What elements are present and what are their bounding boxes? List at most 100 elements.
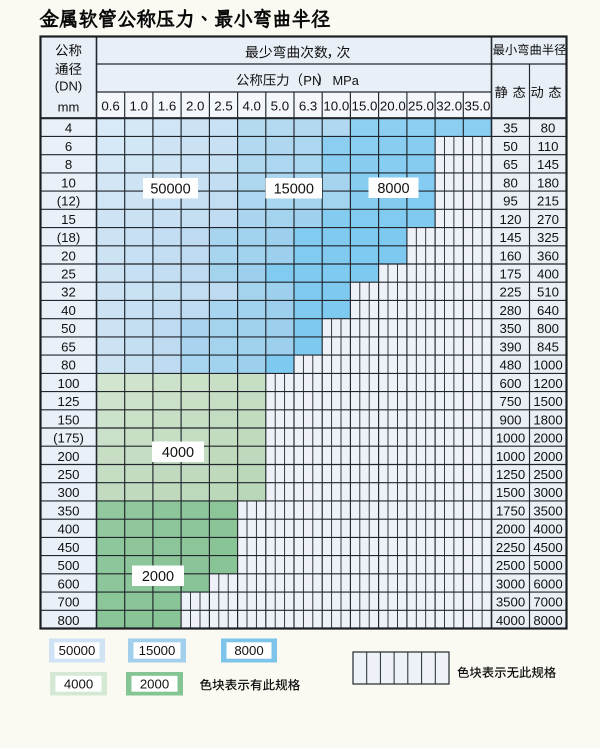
svg-text:50: 50 <box>503 139 518 154</box>
svg-text:1250: 1250 <box>496 467 525 482</box>
svg-text:640: 640 <box>537 303 559 318</box>
svg-text:800: 800 <box>57 613 79 628</box>
svg-text:145: 145 <box>499 230 521 245</box>
svg-text:25.0: 25.0 <box>408 99 434 114</box>
svg-text:20: 20 <box>61 248 76 263</box>
svg-text:2000: 2000 <box>142 569 174 585</box>
svg-text:2250: 2250 <box>496 540 525 555</box>
svg-text:15: 15 <box>61 212 76 227</box>
svg-text:25: 25 <box>61 267 76 282</box>
svg-text:(175): (175) <box>53 431 84 446</box>
svg-text:65: 65 <box>61 339 76 354</box>
svg-text:250: 250 <box>57 467 79 482</box>
svg-text:1.0: 1.0 <box>130 99 149 114</box>
svg-text:65: 65 <box>503 157 518 172</box>
svg-text:225: 225 <box>499 285 521 300</box>
svg-text:1000: 1000 <box>496 431 525 446</box>
svg-text:900: 900 <box>499 412 521 427</box>
svg-text:2000: 2000 <box>496 522 525 537</box>
svg-text:160: 160 <box>499 248 521 263</box>
svg-text:5.0: 5.0 <box>271 99 290 114</box>
svg-text:180: 180 <box>537 175 559 190</box>
svg-text:110: 110 <box>537 139 558 154</box>
svg-text:325: 325 <box>537 230 559 245</box>
svg-text:(18): (18) <box>57 230 80 245</box>
svg-text:50000: 50000 <box>59 643 96 658</box>
svg-text:350: 350 <box>57 503 79 518</box>
svg-text:4000: 4000 <box>533 522 562 537</box>
svg-text:(12): (12) <box>57 194 80 209</box>
svg-text:8000: 8000 <box>533 613 562 628</box>
svg-text:500: 500 <box>57 558 79 573</box>
svg-text:200: 200 <box>57 449 79 464</box>
svg-text:215: 215 <box>537 194 559 209</box>
svg-text:2000: 2000 <box>533 431 562 446</box>
svg-text:390: 390 <box>499 339 521 354</box>
svg-text:3500: 3500 <box>533 503 562 518</box>
svg-text:20.0: 20.0 <box>380 99 406 114</box>
svg-text:4000: 4000 <box>496 613 525 628</box>
svg-text:2500: 2500 <box>496 558 525 573</box>
svg-text:35.0: 35.0 <box>464 99 490 114</box>
svg-text:4000: 4000 <box>64 677 93 692</box>
svg-text:270: 270 <box>537 212 559 227</box>
svg-text:MPa: MPa <box>333 73 360 88</box>
svg-text:4000: 4000 <box>162 445 194 461</box>
svg-text:4: 4 <box>65 121 72 136</box>
svg-text:6: 6 <box>65 139 72 154</box>
svg-text:480: 480 <box>499 358 521 373</box>
svg-text:8000: 8000 <box>377 181 409 197</box>
svg-text:2.5: 2.5 <box>214 99 233 114</box>
svg-text:350: 350 <box>499 321 521 336</box>
svg-text:845: 845 <box>537 339 559 354</box>
svg-text:300: 300 <box>57 485 79 500</box>
svg-text:8: 8 <box>65 157 72 172</box>
svg-text:10: 10 <box>61 175 76 190</box>
svg-text:0.6: 0.6 <box>101 99 120 114</box>
svg-text:1750: 1750 <box>496 503 525 518</box>
svg-text:80: 80 <box>541 121 556 136</box>
svg-text:7000: 7000 <box>533 595 562 610</box>
svg-text:1200: 1200 <box>533 376 562 391</box>
svg-text:5000: 5000 <box>533 558 562 573</box>
svg-text:10.0: 10.0 <box>323 99 349 114</box>
svg-text:40: 40 <box>61 303 76 318</box>
svg-text:95: 95 <box>503 194 518 209</box>
svg-text:6000: 6000 <box>533 576 562 591</box>
svg-text:120: 120 <box>499 212 521 227</box>
svg-text:15000: 15000 <box>274 181 314 197</box>
svg-text:3000: 3000 <box>496 576 525 591</box>
svg-text:32: 32 <box>61 285 76 300</box>
svg-text:32.0: 32.0 <box>436 99 462 114</box>
svg-text:600: 600 <box>57 576 79 591</box>
svg-text:600: 600 <box>499 376 521 391</box>
svg-text:510: 510 <box>537 285 559 300</box>
svg-text:450: 450 <box>57 540 79 555</box>
svg-text:15000: 15000 <box>139 643 176 658</box>
svg-text:3000: 3000 <box>533 485 562 500</box>
svg-text:8000: 8000 <box>234 643 263 658</box>
svg-text:1500: 1500 <box>533 394 562 409</box>
svg-text:360: 360 <box>537 248 559 263</box>
svg-text:125: 125 <box>57 394 79 409</box>
svg-text:15.0: 15.0 <box>352 99 378 114</box>
svg-text:400: 400 <box>537 267 559 282</box>
svg-text:400: 400 <box>57 522 79 537</box>
svg-text:1500: 1500 <box>496 485 525 500</box>
svg-text:175: 175 <box>499 267 521 282</box>
svg-text:35: 35 <box>503 121 518 136</box>
svg-text:1000: 1000 <box>496 449 525 464</box>
svg-text:4500: 4500 <box>533 540 562 555</box>
svg-text:PN: PN <box>303 73 321 88</box>
svg-text:(DN): (DN) <box>55 78 82 93</box>
svg-text:3500: 3500 <box>496 595 525 610</box>
svg-text:145: 145 <box>537 157 559 172</box>
svg-text:1.6: 1.6 <box>158 99 177 114</box>
svg-text:2000: 2000 <box>533 449 562 464</box>
svg-text:80: 80 <box>503 175 518 190</box>
svg-text:700: 700 <box>57 595 79 610</box>
svg-text:750: 750 <box>499 394 521 409</box>
svg-text:1000: 1000 <box>533 358 562 373</box>
svg-text:50000: 50000 <box>150 181 190 197</box>
svg-text:150: 150 <box>57 412 79 427</box>
